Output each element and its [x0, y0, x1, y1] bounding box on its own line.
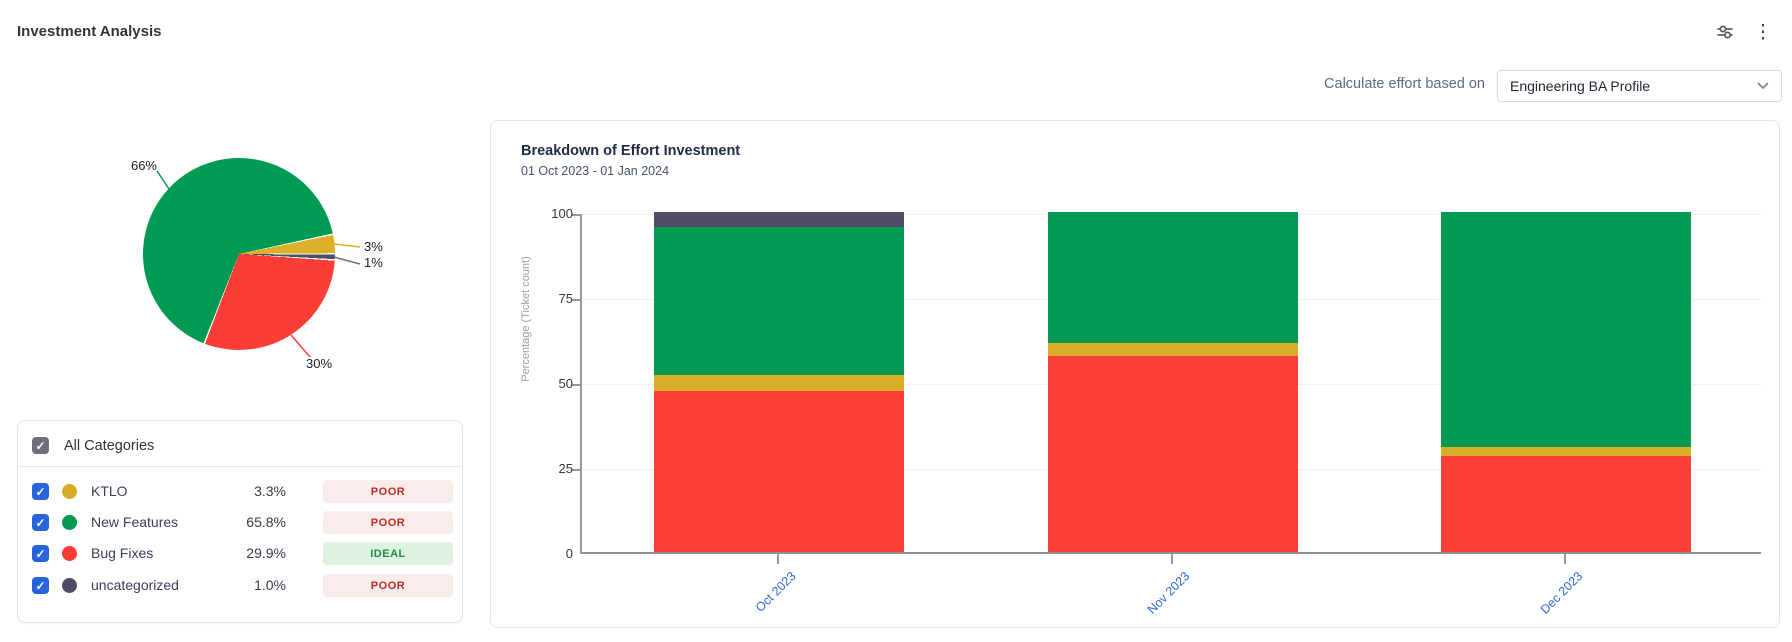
bar-segment-oct-2023-uncategorized[interactable]: [654, 212, 904, 227]
category-row-uncategorized: ✓ uncategorized 1.0% POOR: [18, 573, 462, 599]
y-axis-tick-label: 25: [558, 461, 573, 476]
plot-area: [580, 212, 1761, 554]
filter-sliders-icon[interactable]: [1713, 20, 1737, 44]
investment-pie-chart[interactable]: [143, 158, 335, 350]
kebab-menu-icon[interactable]: ⋮: [1753, 21, 1773, 43]
status-badge: POOR: [323, 480, 453, 503]
status-badge: POOR: [323, 511, 453, 534]
profile-select-value: Engineering BA Profile: [1510, 78, 1651, 94]
all-categories-label: All Categories: [64, 438, 155, 454]
pie-label-ktlo: 3%: [364, 239, 383, 254]
x-axis-label[interactable]: Oct 2023: [753, 569, 799, 615]
uncategorized-color-dot: [62, 578, 77, 593]
y-axis-tick: [572, 384, 580, 386]
categories-panel: ✓ All Categories ✓ KTLO 3.3% POOR ✓ New …: [17, 420, 463, 623]
chevron-down-icon: [1757, 82, 1769, 89]
y-axis-title: Percentage (Ticket count): [520, 256, 532, 382]
filter-sliders-glyph: [1717, 25, 1733, 39]
pie-label-uncategorized: 1%: [364, 255, 383, 270]
ktlo-color-dot: [62, 484, 77, 499]
bar-segment-oct-2023-bug-fixes[interactable]: [654, 390, 904, 552]
bug-fixes-checkbox[interactable]: ✓: [32, 545, 49, 562]
category-percent: 65.8%: [246, 514, 286, 530]
bar-segment-dec-2023-new-features[interactable]: [1441, 212, 1691, 447]
category-row-ktlo: ✓ KTLO 3.3% POOR: [18, 479, 462, 505]
bug-fixes-color-dot: [62, 546, 77, 561]
y-axis-tick: [572, 469, 580, 471]
pie-leader-lines: [156, 170, 361, 358]
category-percent: 3.3%: [254, 483, 286, 499]
page-title: Investment Analysis: [17, 23, 162, 40]
y-axis-tick-label: 50: [558, 376, 573, 391]
category-label: New Features: [91, 514, 179, 530]
divider: [18, 466, 462, 467]
calculate-effort-label: Calculate effort based on: [1324, 76, 1485, 92]
new-features-color-dot: [62, 515, 77, 530]
category-label: uncategorized: [91, 577, 179, 593]
x-axis-label[interactable]: Nov 2023: [1145, 569, 1193, 617]
x-axis-tick: [1564, 554, 1566, 564]
uncategorized-checkbox[interactable]: ✓: [32, 577, 49, 594]
bar-segment-dec-2023-bug-fixes[interactable]: [1441, 456, 1691, 552]
category-label: KTLO: [91, 483, 128, 499]
pie-label-new-features: 66%: [130, 158, 157, 173]
bar-segment-nov-2023-ktlo[interactable]: [1048, 342, 1298, 357]
bar-segment-nov-2023-new-features[interactable]: [1048, 212, 1298, 343]
y-axis-tick-label: 0: [565, 546, 573, 561]
y-axis-tick-label: 100: [551, 206, 573, 221]
ktlo-checkbox[interactable]: ✓: [32, 483, 49, 500]
category-row-new-features: ✓ New Features 65.8% POOR: [18, 510, 462, 536]
y-axis-tick: [572, 299, 580, 301]
new-features-checkbox[interactable]: ✓: [32, 514, 49, 531]
x-axis-label[interactable]: Dec 2023: [1538, 569, 1586, 617]
x-axis-tick: [1171, 554, 1173, 564]
category-label: Bug Fixes: [91, 545, 154, 561]
pie-label-bug-fixes: 30%: [306, 356, 333, 371]
all-categories-checkbox[interactable]: ✓: [32, 437, 49, 454]
chart-title: Breakdown of Effort Investment: [521, 143, 741, 159]
status-badge: POOR: [323, 574, 453, 597]
category-percent: 29.9%: [246, 545, 286, 561]
profile-select[interactable]: Engineering BA Profile: [1497, 70, 1782, 102]
y-axis-tick-label: 75: [558, 291, 573, 306]
status-badge: IDEAL: [323, 542, 453, 565]
bar-segment-dec-2023-ktlo[interactable]: [1441, 446, 1691, 457]
effort-breakdown-card: Breakdown of Effort Investment 01 Oct 20…: [490, 120, 1780, 628]
category-row-bug-fixes: ✓ Bug Fixes 29.9% IDEAL: [18, 541, 462, 567]
bar-segment-oct-2023-ktlo[interactable]: [654, 374, 904, 391]
y-axis-tick: [572, 214, 580, 216]
bar-segment-oct-2023-new-features[interactable]: [654, 227, 904, 375]
x-axis-tick: [777, 554, 779, 564]
category-percent: 1.0%: [254, 577, 286, 593]
chart-date-range: 01 Oct 2023 - 01 Jan 2024: [521, 164, 670, 178]
bar-segment-nov-2023-bug-fixes[interactable]: [1048, 356, 1298, 552]
